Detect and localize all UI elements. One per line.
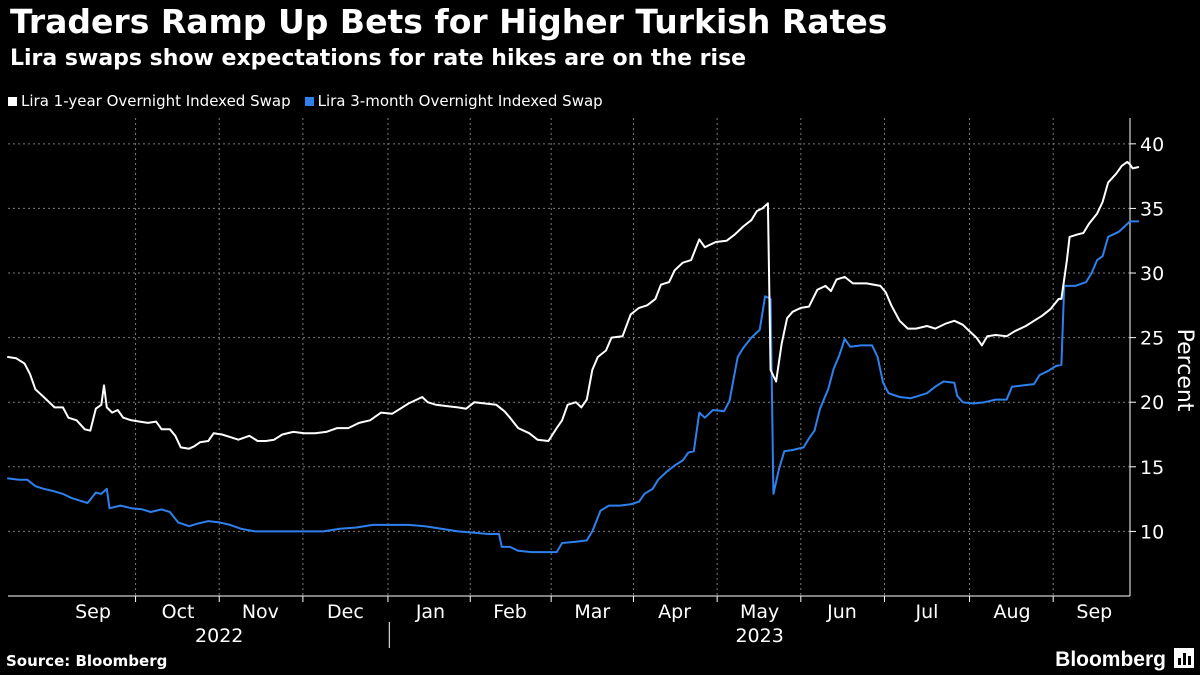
x-tick-label: Jun bbox=[826, 601, 857, 623]
y-axis-label: Percent bbox=[1172, 329, 1197, 412]
source-note: Source: Bloomberg bbox=[6, 652, 168, 670]
y-tick-label: 20 bbox=[1140, 392, 1164, 414]
x-tick-label: Jan bbox=[415, 601, 445, 623]
series-line-1y bbox=[7, 160, 1140, 450]
chart-subtitle: Lira swaps show expectations for rate hi… bbox=[10, 46, 747, 71]
series-lines bbox=[7, 160, 1140, 554]
y-tick-label: 25 bbox=[1140, 328, 1164, 350]
x-tick-label: Mar bbox=[574, 601, 610, 623]
legend-swatch-1y bbox=[8, 96, 17, 106]
x-tick-label: Sep bbox=[75, 601, 111, 623]
legend-label-3m: Lira 3-month Overnight Indexed Swap bbox=[317, 92, 603, 110]
legend: Lira 1-year Overnight Indexed Swap Lira … bbox=[8, 92, 603, 110]
gridlines bbox=[8, 118, 1130, 596]
x-tick-label: May bbox=[740, 601, 779, 623]
x-tick-label: Jul bbox=[915, 601, 939, 623]
chart-title: Traders Ramp Up Bets for Higher Turkish … bbox=[10, 2, 888, 41]
y-tick-label: 10 bbox=[1140, 521, 1164, 543]
bloomberg-chart-icon bbox=[1174, 648, 1194, 668]
x-tick-label: Nov bbox=[242, 601, 279, 623]
x-tick-label: Sep bbox=[1076, 601, 1112, 623]
series-line-3m bbox=[7, 220, 1140, 554]
legend-entry-3m: Lira 3-month Overnight Indexed Swap bbox=[304, 92, 603, 110]
y-tick-label: 40 bbox=[1140, 134, 1164, 156]
y-tick-label: 30 bbox=[1140, 263, 1164, 285]
x-tick-label: Apr bbox=[658, 601, 691, 623]
brand-logo-text: Bloomberg bbox=[1055, 648, 1166, 671]
x-tick-label: Dec bbox=[327, 601, 364, 623]
x-tick-label: Aug bbox=[993, 601, 1030, 623]
axes: 10 15 20 25 30 35 40 Sep Oct Nov Dec Jan Feb Mar Apr Ma… bbox=[8, 118, 1164, 648]
year-label: 2022 bbox=[195, 625, 243, 647]
year-label: 2023 bbox=[735, 625, 783, 647]
legend-entry-1y: Lira 1-year Overnight Indexed Swap bbox=[8, 92, 291, 110]
x-tick-label: Oct bbox=[162, 601, 195, 623]
legend-swatch-3m bbox=[304, 96, 314, 106]
y-tick-label: 35 bbox=[1140, 198, 1164, 220]
x-tick-label: Feb bbox=[493, 601, 527, 623]
y-tick-label: 15 bbox=[1140, 457, 1164, 479]
legend-label-1y: Lira 1-year Overnight Indexed Swap bbox=[21, 92, 291, 110]
